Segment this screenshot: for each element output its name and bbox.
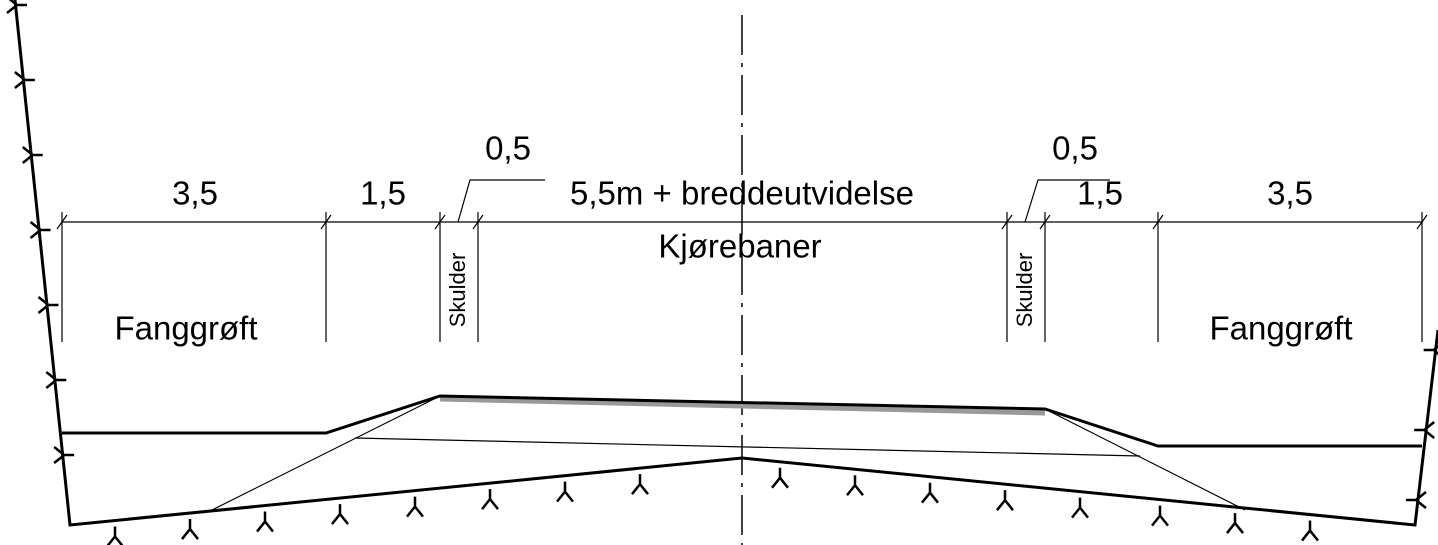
label: Skulder	[1012, 253, 1037, 328]
rock-symbol	[181, 519, 199, 540]
label: Kjørebaner	[658, 228, 821, 265]
tick	[1152, 214, 1164, 230]
rock-symbol	[846, 475, 864, 497]
dimension: 3,5	[1267, 175, 1313, 212]
rock-symbol	[1423, 341, 1438, 359]
label: Fanggrøft	[114, 310, 257, 347]
rock-symbol	[256, 511, 274, 533]
fill-slope	[207, 395, 441, 513]
rock-symbol	[6, 0, 27, 14]
rock-symbol	[996, 490, 1014, 511]
label: Fanggrøft	[1209, 310, 1352, 347]
rock-symbol	[481, 489, 499, 510]
rock-symbol	[37, 296, 59, 314]
ground-line	[62, 394, 1422, 448]
tick	[56, 214, 68, 230]
rock-symbol	[1405, 491, 1427, 509]
rock-symbol	[771, 467, 789, 489]
rock-symbol	[29, 221, 51, 239]
fill-slope	[1044, 408, 1246, 511]
dimension: 0,5	[485, 130, 531, 167]
dimension: 3,5	[172, 175, 218, 212]
rock-symbol	[331, 504, 349, 525]
tick	[1039, 214, 1051, 230]
tick	[1416, 214, 1428, 230]
rock-symbol	[1151, 505, 1169, 527]
rock-symbol	[406, 496, 424, 518]
label: Skulder	[445, 253, 470, 328]
rock-outline	[13, 0, 1438, 527]
rock-symbol	[1226, 513, 1244, 534]
rock-symbols	[6, 0, 1438, 545]
tick	[434, 214, 446, 230]
subgrade	[354, 437, 1141, 457]
rock-symbol	[556, 481, 574, 503]
rock-symbol	[106, 526, 124, 545]
rock-symbol	[1301, 520, 1319, 542]
rock-symbol	[53, 446, 75, 464]
dimension: 1,5	[360, 175, 406, 212]
rock-symbol	[1414, 421, 1435, 439]
asphalt	[439, 396, 1046, 416]
dimension: 1,5	[1077, 175, 1123, 212]
tick	[320, 214, 332, 230]
dimension: 0,5	[1052, 130, 1098, 167]
rock-symbol	[921, 482, 939, 504]
dimension: 5,5m + breddeutvidelse	[570, 175, 914, 212]
leader	[457, 179, 545, 223]
rock-symbol	[1071, 497, 1089, 519]
rock-symbol	[14, 71, 35, 89]
extension-lines	[56, 212, 1428, 342]
leader	[1024, 179, 1110, 223]
tick	[1001, 214, 1013, 230]
rock-symbol	[45, 371, 67, 389]
tick	[472, 214, 484, 230]
rock-symbol	[21, 146, 43, 164]
rock-symbol	[631, 474, 649, 495]
